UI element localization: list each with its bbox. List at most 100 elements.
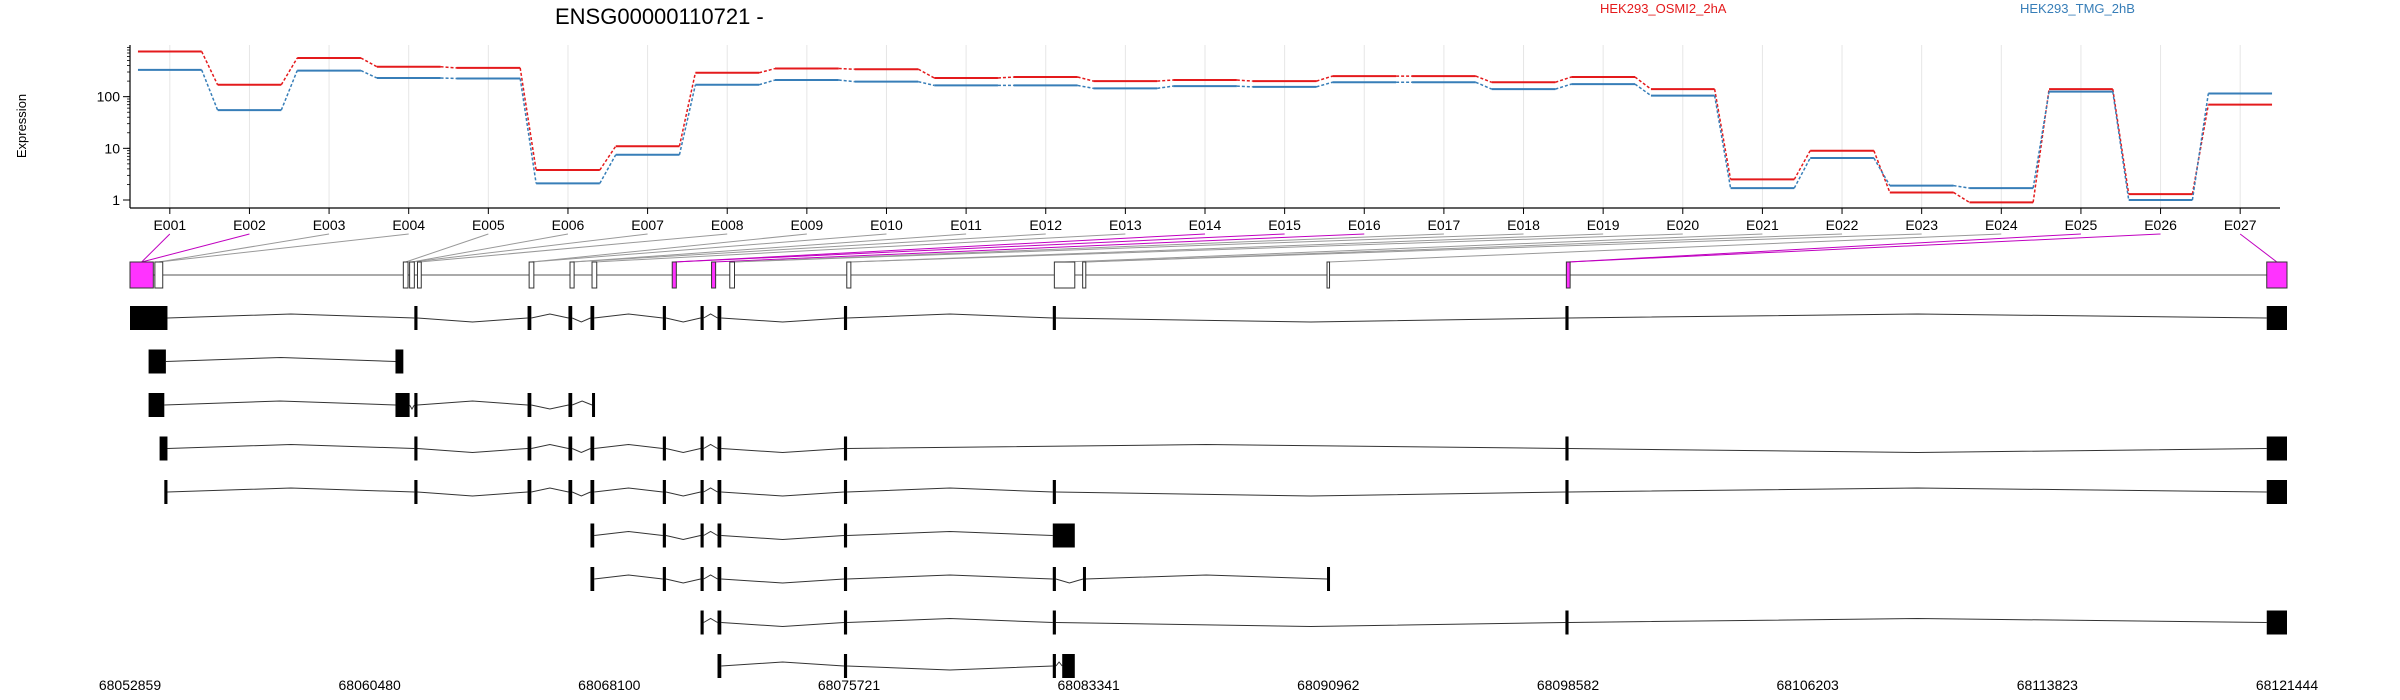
series-connector <box>918 80 935 87</box>
series-connector <box>2191 93 2210 201</box>
gene-model-exon <box>528 261 535 289</box>
genomic-tick-label: 68068100 <box>578 677 641 693</box>
exon-connector <box>1568 233 2161 263</box>
transcript-exon <box>1565 610 1569 635</box>
transcript-intron <box>703 530 718 536</box>
transcript-exon <box>1052 523 1075 548</box>
exon-connector <box>141 233 171 263</box>
x-tick-label: E005 <box>472 217 505 233</box>
transcript-intron <box>167 487 415 493</box>
transcript-exon <box>700 523 704 548</box>
transcript-intron <box>1055 491 1566 497</box>
transcript-exon <box>843 610 848 635</box>
transcript-exon <box>395 393 410 417</box>
transcript-exon <box>843 523 848 548</box>
transcript-intron <box>703 617 718 623</box>
transcript-intron <box>665 317 701 323</box>
transcript-exon <box>159 436 168 461</box>
transcript-intron <box>594 443 663 449</box>
transcript-intron <box>665 491 701 497</box>
transcript-9 <box>717 654 1075 678</box>
legend-series-1: HEK293_OSMI2_2hA <box>1600 1 1727 16</box>
series-connector <box>440 65 457 69</box>
transcript-exon <box>1327 567 1331 591</box>
chart-title: ENSG00000110721 - <box>555 4 764 29</box>
transcript-intron <box>165 356 396 362</box>
transcript-intron <box>164 400 396 406</box>
transcript-intron <box>847 530 1053 536</box>
gene-model-exon <box>2266 261 2288 289</box>
transcript-exon <box>1052 654 1056 678</box>
exon-connector <box>411 233 569 263</box>
x-tick-label: E024 <box>1985 217 2018 233</box>
transcript-exon <box>2266 610 2287 635</box>
transcript-intron <box>665 448 701 454</box>
transcript-exon <box>843 480 848 504</box>
x-tick-label: E011 <box>950 217 982 233</box>
gene-model-exon <box>402 261 409 289</box>
transcript-exon <box>590 436 595 461</box>
exon-connector <box>572 233 967 263</box>
transcript-intron <box>847 487 1053 493</box>
x-tick-label: E022 <box>1826 217 1859 233</box>
x-tick-label: E015 <box>1268 217 1301 233</box>
transcript-exon <box>1082 567 1086 591</box>
gene-model-exon <box>416 261 422 289</box>
transcript-exon <box>700 610 704 635</box>
gene-model-exon <box>591 261 598 289</box>
y-axis-label: Expression <box>14 94 29 158</box>
series-connector <box>599 145 617 171</box>
x-tick-label: E013 <box>1109 217 1142 233</box>
transcript-tracks <box>130 306 2287 678</box>
transcript-intron <box>1055 317 1566 323</box>
transcript-exon <box>527 393 532 417</box>
genomic-tick-label: 68113823 <box>2017 677 2078 693</box>
genomic-coordinate-axis: 68052859 68060480 68068100 68075721 68083341… <box>99 677 2319 693</box>
series-connector <box>1793 150 1811 180</box>
x-tick-label: E007 <box>631 217 664 233</box>
series-connector <box>678 84 697 155</box>
exon-connector <box>419 233 728 263</box>
series-connector <box>997 76 1014 79</box>
transcript-intron <box>594 487 663 493</box>
exon-connector <box>1568 233 2081 263</box>
transcript-intron <box>531 443 569 449</box>
series-connector <box>1316 75 1333 82</box>
series-connector <box>1236 79 1253 82</box>
transcript-exon <box>717 306 722 330</box>
transcript-intron <box>1055 622 1566 628</box>
transcript-exon <box>662 306 666 330</box>
exon-connector <box>405 233 489 263</box>
exon-connectors <box>141 233 2278 263</box>
x-tick-label: E003 <box>313 217 346 233</box>
transcript-exon <box>717 480 722 504</box>
transcript-intron <box>703 574 718 580</box>
transcript-exon <box>700 567 704 591</box>
x-tick-label: E008 <box>711 217 744 233</box>
transcript-intron <box>167 313 415 319</box>
transcript-exon <box>414 480 418 504</box>
transcript-7 <box>590 567 1331 591</box>
x-tick-label: E023 <box>1905 217 1938 233</box>
exon-connector <box>674 233 1206 263</box>
transcript-exon <box>717 436 722 461</box>
series-connector <box>599 154 617 184</box>
series-connector <box>1953 191 1970 203</box>
transcript-exon <box>843 654 848 678</box>
transcript-exon <box>164 480 168 504</box>
transcript-exon <box>717 567 722 591</box>
transcript-intron <box>721 491 844 497</box>
gene-model-exon <box>1053 261 1076 289</box>
genomic-tick-label: 68090962 <box>1297 677 1360 693</box>
series-connector <box>360 69 378 79</box>
transcript-exon <box>568 436 573 461</box>
gene-model-exon <box>729 261 736 289</box>
transcript-exon <box>568 306 573 330</box>
series-connector <box>1316 81 1333 88</box>
transcript-intron <box>531 313 569 319</box>
series-connector <box>1475 81 1492 90</box>
transcript-exon <box>662 480 666 504</box>
transcript-1 <box>130 306 2287 330</box>
transcript-intron <box>721 622 844 628</box>
legend-series-2: HEK293_TMG_2hB <box>2020 1 2135 16</box>
